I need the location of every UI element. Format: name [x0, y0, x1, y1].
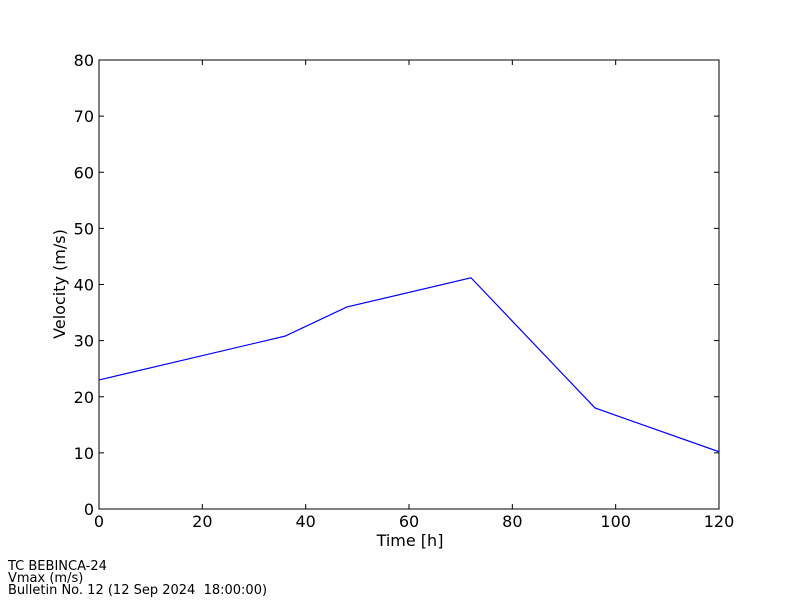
y-tick-label: 10 [74, 444, 94, 463]
x-tick-label: 60 [399, 512, 419, 531]
footer-note: Bulletin No. 12 (12 Sep 2024 18:00:00) [8, 583, 267, 598]
y-tick-label: 60 [74, 163, 94, 182]
y-axis-label: Velocity (m/s) [50, 229, 69, 339]
x-tick-label: 40 [295, 512, 315, 531]
x-tick-label: 20 [192, 512, 212, 531]
footer-note: TC BEBINCA-24 [7, 559, 107, 574]
y-tick-label: 70 [74, 107, 94, 126]
x-tick-label: 80 [502, 512, 522, 531]
y-tick-label: 40 [74, 276, 94, 295]
y-tick-label: 30 [74, 332, 94, 351]
x-tick-label: 0 [94, 512, 104, 531]
y-tick-label: 50 [74, 219, 94, 238]
y-tick-label: 0 [84, 500, 94, 519]
footer-note: Vmax (m/s) [8, 571, 83, 586]
x-axis-label: Time [h] [376, 531, 444, 550]
y-tick-label: 80 [74, 51, 94, 70]
x-tick-label: 100 [600, 512, 631, 531]
x-tick-label: 120 [704, 512, 735, 531]
data-line [98, 277, 720, 453]
y-tick-label: 20 [74, 388, 94, 407]
